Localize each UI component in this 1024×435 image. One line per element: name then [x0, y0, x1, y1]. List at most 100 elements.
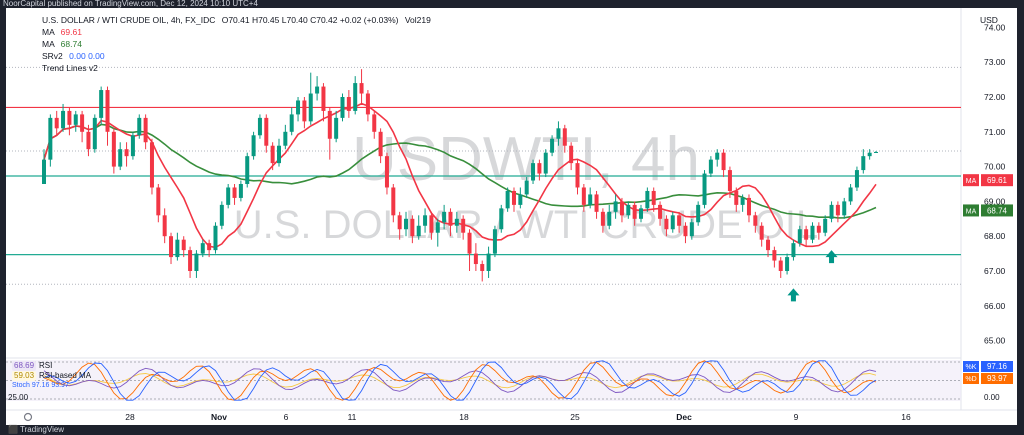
- candle-body[interactable]: [42, 159, 46, 184]
- candle-body[interactable]: [296, 100, 301, 115]
- candle-body[interactable]: [308, 93, 313, 122]
- candle-body[interactable]: [467, 232, 472, 254]
- candle-body[interactable]: [423, 215, 428, 226]
- candle-body[interactable]: [550, 138, 555, 153]
- candle-body[interactable]: [658, 204, 663, 219]
- candle-body[interactable]: [874, 151, 878, 153]
- tradingview-logo[interactable]: ⬛ TradingView: [8, 425, 64, 435]
- candle-body[interactable]: [816, 225, 821, 233]
- candle-body[interactable]: [791, 243, 796, 258]
- candle-body[interactable]: [353, 83, 358, 111]
- candle-body[interactable]: [486, 253, 491, 271]
- candle-body[interactable]: [835, 204, 840, 216]
- candle-body[interactable]: [600, 211, 605, 226]
- candle-body[interactable]: [518, 194, 523, 205]
- candle-body[interactable]: [619, 201, 624, 216]
- candle-body[interactable]: [823, 218, 828, 233]
- candle-body[interactable]: [188, 250, 193, 271]
- candle-body[interactable]: [105, 90, 110, 132]
- candle-body[interactable]: [378, 131, 383, 157]
- candle-body[interactable]: [588, 194, 593, 205]
- candle-body[interactable]: [804, 229, 809, 240]
- candle-body[interactable]: [169, 236, 174, 258]
- gear-icon[interactable]: [23, 412, 33, 422]
- candle-body[interactable]: [746, 197, 751, 216]
- candle-body[interactable]: [461, 218, 466, 233]
- candle-body[interactable]: [867, 152, 872, 157]
- candle-body[interactable]: [92, 117, 97, 150]
- candle-body[interactable]: [683, 225, 688, 237]
- candle-body[interactable]: [759, 225, 764, 240]
- candle-body[interactable]: [861, 156, 866, 171]
- candle-body[interactable]: [442, 211, 447, 223]
- candle-body[interactable]: [829, 204, 834, 219]
- ma2-legend[interactable]: MA 68.74: [42, 39, 82, 49]
- candle-body[interactable]: [118, 149, 123, 167]
- candle-body[interactable]: [797, 229, 802, 244]
- candle-body[interactable]: [575, 163, 580, 188]
- candle-body[interactable]: [391, 187, 396, 216]
- candle-body[interactable]: [499, 208, 504, 230]
- candle-body[interactable]: [372, 114, 377, 132]
- candle-body[interactable]: [264, 117, 269, 146]
- candle-body[interactable]: [359, 83, 364, 94]
- ma1-legend[interactable]: MA 69.61: [42, 27, 82, 37]
- candle-body[interactable]: [219, 204, 224, 226]
- candle-body[interactable]: [130, 135, 135, 157]
- candle-body[interactable]: [340, 97, 345, 118]
- candle-body[interactable]: [492, 229, 497, 254]
- candle-body[interactable]: [327, 110, 332, 139]
- oscillator-legend[interactable]: 68.69 RSI 59.03 RSI-based MA Stoch 97.16 9…: [12, 361, 91, 391]
- candle-body[interactable]: [556, 128, 561, 139]
- candle-body[interactable]: [651, 190, 656, 205]
- candle-body[interactable]: [124, 149, 129, 157]
- candle-body[interactable]: [677, 215, 682, 226]
- candle-body[interactable]: [607, 211, 612, 226]
- candle-body[interactable]: [276, 145, 281, 164]
- candle-body[interactable]: [581, 187, 586, 205]
- candle-body[interactable]: [238, 184, 243, 198]
- candle-body[interactable]: [480, 264, 485, 271]
- candle-body[interactable]: [753, 215, 758, 226]
- candle-body[interactable]: [543, 152, 548, 174]
- candle-body[interactable]: [61, 110, 66, 129]
- candle-body[interactable]: [270, 145, 275, 164]
- candle-body[interactable]: [48, 117, 53, 160]
- candle-body[interactable]: [511, 190, 516, 205]
- candle-body[interactable]: [346, 97, 351, 111]
- candle-body[interactable]: [384, 156, 389, 188]
- candle-body[interactable]: [569, 145, 574, 164]
- candle-body[interactable]: [416, 225, 421, 237]
- candle-body[interactable]: [854, 170, 859, 188]
- candle-body[interactable]: [289, 114, 294, 132]
- candle-body[interactable]: [213, 225, 218, 251]
- candle-body[interactable]: [111, 131, 116, 167]
- candle-body[interactable]: [410, 218, 415, 237]
- candle-body[interactable]: [454, 218, 459, 226]
- candle-body[interactable]: [531, 163, 536, 181]
- candle-body[interactable]: [54, 117, 59, 129]
- candle-body[interactable]: [721, 152, 726, 171]
- candle-body[interactable]: [702, 173, 707, 205]
- candle-body[interactable]: [785, 257, 790, 271]
- candle-body[interactable]: [740, 197, 745, 205]
- candle-body[interactable]: [67, 110, 72, 125]
- candle-body[interactable]: [200, 243, 205, 254]
- candle-body[interactable]: [626, 204, 631, 216]
- ma-fast-line[interactable]: [43, 102, 877, 249]
- candle-body[interactable]: [207, 243, 212, 251]
- candle-body[interactable]: [404, 218, 409, 230]
- candle-body[interactable]: [315, 86, 320, 94]
- candle-body[interactable]: [696, 204, 701, 223]
- chart-frame[interactable]: USDWTI, 4h U.S. DOLLAR / WTI CRUDE OIL 74.…: [6, 8, 1017, 425]
- currency-label[interactable]: USD: [980, 15, 998, 25]
- candle-body[interactable]: [645, 190, 650, 209]
- candle-body[interactable]: [321, 86, 326, 111]
- candle-body[interactable]: [632, 204, 637, 219]
- candle-body[interactable]: [772, 250, 777, 261]
- candle-body[interactable]: [143, 117, 148, 143]
- candle-body[interactable]: [842, 201, 847, 216]
- candle-body[interactable]: [245, 156, 250, 184]
- candle-body[interactable]: [537, 163, 542, 174]
- candle-body[interactable]: [727, 170, 732, 191]
